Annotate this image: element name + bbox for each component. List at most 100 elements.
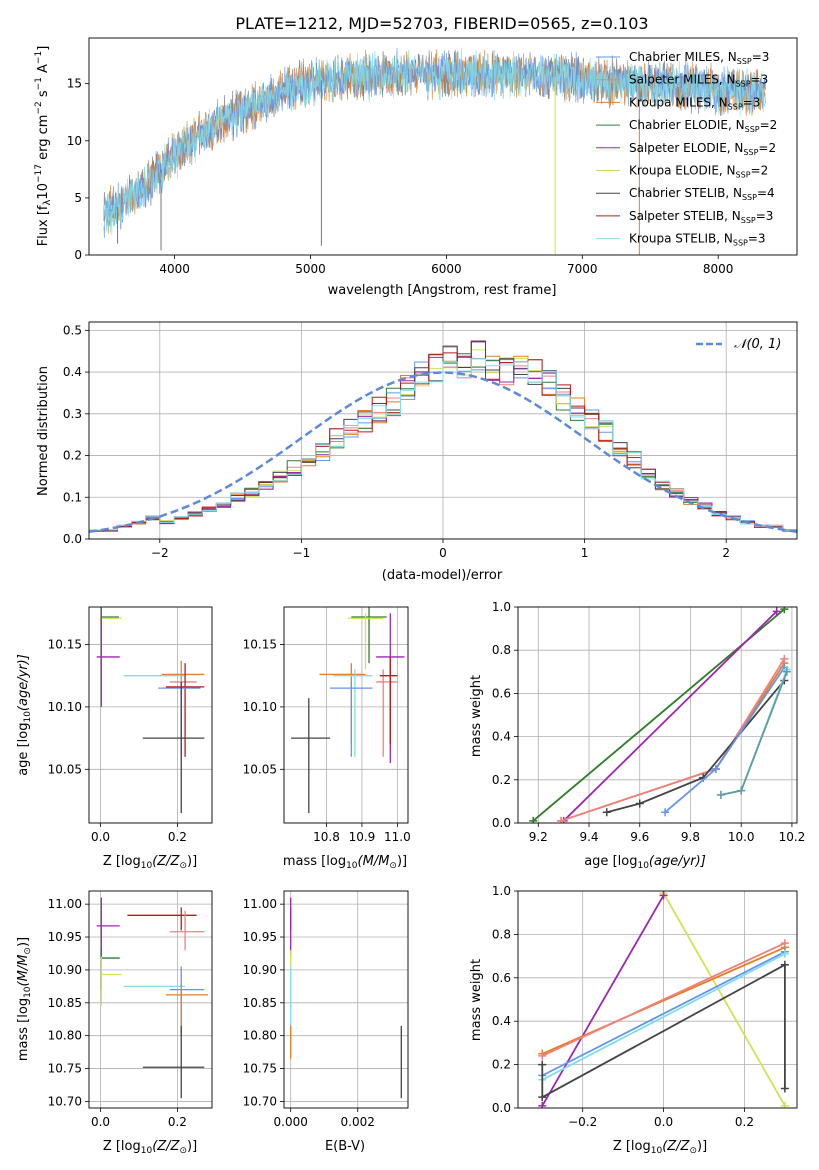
y-tick-label: 10.05 (48, 762, 82, 776)
weight-marker (538, 1101, 547, 1108)
mass-vs-EBV-frame (283, 890, 409, 1109)
mw-z-xlabel: Z [log10(Z/Z⊙)] (613, 1139, 707, 1156)
spectrum-ylabel: Flux [fλ10−17 erg cm−2 s−1 A−1] (34, 46, 53, 247)
histogram-plot-area: −2 −1 0 1 2 0.0 0.1 0.2 0.3 0.4 0.5 (63, 321, 798, 560)
spectrum-frame (88, 37, 798, 256)
weight-marker (659, 891, 668, 900)
y-tick-label: 0.4 (492, 1014, 511, 1028)
age-vs-mass-frame (283, 606, 409, 824)
age-vs-mass-panel: mass [log10(M/M⊙)] 10.8 10.9 11.0 10.05 10.1… (243, 606, 411, 871)
y-tick-label: 10.80 (48, 1029, 82, 1043)
y-tick-label: 11.00 (243, 897, 277, 911)
legend-label: Salpeter ELODIE, NSSP=2 (629, 141, 776, 157)
mw-z-ylabel: mass weight (469, 959, 484, 1041)
y-tick-label: 0.8 (492, 643, 511, 657)
y-tick-label: 0.8 (492, 927, 511, 941)
weight-line (560, 662, 786, 822)
mass-ebv-xlabel: E(B-V) (325, 1139, 365, 1154)
y-tick-label: 5 (74, 191, 82, 205)
y-tick-label: 10.75 (48, 1062, 82, 1076)
spectrum-line (103, 47, 766, 235)
x-tick-label: 10.0 (728, 830, 755, 844)
y-tick-label: 10.05 (243, 762, 277, 776)
x-tick-label: 5000 (295, 262, 326, 276)
x-tick-label: 0.000 (274, 1115, 308, 1129)
weight-marker (711, 765, 720, 773)
histogram-step (89, 358, 797, 532)
weight-line (662, 892, 786, 1107)
y-tick-label: 0.5 (63, 323, 82, 337)
mass-weight-vs-age-marks (529, 607, 791, 823)
x-tick-label: 6000 (431, 262, 462, 276)
y-tick-label: 10.90 (48, 963, 82, 977)
weight-line (541, 950, 786, 1077)
gaussian-curve (89, 371, 797, 533)
age-vs-mass-ticks: 10.8 10.9 11.0 10.05 10.10 10.15 (243, 607, 411, 844)
weight-marker (716, 790, 725, 799)
mass-z-ylabel: mass [log10(M/M⊙)] (16, 937, 33, 1061)
weight-marker (602, 808, 611, 817)
age-z-ylabel: age [log10(age/yr)] (16, 654, 33, 776)
mass-vs-EBV-ticks: 0.000 0.002 10.70 10.75 10.80 10.85 10.90 10.95… (243, 891, 408, 1129)
y-tick-label: 1.0 (492, 600, 511, 614)
y-tick-label: 10.90 (243, 963, 277, 977)
spectrum-ticks: 4000 5000 6000 7000 8000 0 5 10 15 (67, 77, 734, 276)
massweight-vs-z-panel: Z [log10(Z/Z⊙)] mass weight −0.2 0.0 0.2 0.… (469, 884, 798, 1156)
weight-marker (780, 607, 789, 614)
residual-histogram-frame (88, 321, 798, 540)
mass-vs-z-panel: Z [log10(Z/Z⊙)] mass [log10(M/M⊙)] 0.0 0.… (16, 890, 213, 1156)
mass-weight-vs-Z-marks (538, 891, 789, 1108)
age-vs-Z-marks (96, 607, 205, 814)
y-tick-label: 10.85 (48, 996, 82, 1010)
x-tick-label: 9.8 (681, 830, 700, 844)
age-vs-Z-frame (88, 606, 213, 824)
y-tick-label: 0.6 (492, 971, 511, 985)
y-tick-label: 0.2 (492, 1058, 511, 1072)
x-tick-label: −1 (293, 546, 311, 560)
mw-age-xlabel: age [log10(age/yr)] (584, 854, 706, 871)
y-tick-label: 0.1 (63, 490, 82, 504)
x-tick-label: 0.0 (91, 830, 110, 844)
y-tick-label: 10.70 (243, 1094, 277, 1108)
x-tick-label: 9.4 (579, 830, 598, 844)
mass-vs-Z-marks (96, 897, 209, 1099)
x-tick-label: 9.6 (630, 830, 649, 844)
x-tick-label: −2 (151, 546, 169, 560)
y-tick-label: 0.0 (492, 816, 511, 830)
weight-marker (538, 1093, 547, 1102)
y-tick-label: 10.15 (243, 637, 277, 651)
x-tick-label: −0.2 (568, 1115, 597, 1129)
mass-vs-Z-ticks: 0.0 0.2 10.70 10.75 10.80 10.85 10.90 10.95 11.0… (48, 891, 212, 1129)
x-tick-label: 1 (581, 546, 589, 560)
legend-label: Salpeter MILES, NSSP=3 (629, 73, 768, 89)
mass-weight-vs-age-frame (517, 606, 798, 824)
legend-label: Kroupa STELIB, NSSP=3 (629, 232, 766, 248)
mass-weight-vs-Z-ticks: −0.2 0.0 0.2 0.0 0.2 0.4 0.6 0.8 1.0 (492, 884, 797, 1129)
histogram-legend: 𝒩(0, 1) (696, 337, 781, 352)
mass-z-xlabel: Z [log10(Z/Z⊙)] (103, 1139, 197, 1156)
legend-label: Salpeter STELIB, NSSP=3 (629, 209, 773, 225)
spectrum-panel: wavelength [Angstrom, rest frame] Flux [… (34, 37, 798, 298)
y-tick-label: 0.3 (63, 407, 82, 421)
x-tick-label: 0.0 (654, 1115, 673, 1129)
gaussian-legend-label: 𝒩(0, 1) (734, 337, 781, 352)
weight-marker (557, 816, 566, 823)
x-tick-label: 0.2 (168, 830, 187, 844)
weight-line (541, 963, 786, 1099)
y-tick-label: 10.95 (243, 930, 277, 944)
weight-marker (737, 786, 746, 795)
mw-age-plot-area: 9.2 9.4 9.6 9.8 10.0 10.2 0.0 0.2 0.4 0.6 0.8 1.0 (492, 600, 805, 844)
mass-vs-ebv-panel: E(B-V) 0.000 0.002 10.70 10.75 10.80 10.85 10.… (243, 890, 409, 1154)
mass-weight-vs-Z-frame (517, 890, 798, 1109)
y-tick-label: 0.2 (63, 449, 82, 463)
x-tick-label: 0.2 (735, 1115, 754, 1129)
x-tick-label: 0.0 (91, 1115, 110, 1129)
age-z-xlabel: Z [log10(Z/Z⊙)] (103, 854, 197, 871)
x-tick-label: 11.0 (384, 830, 411, 844)
histogram-xlabel: (data-model)/error (382, 568, 503, 583)
weight-line (541, 894, 665, 1107)
y-tick-label: 15 (67, 77, 82, 91)
massweight-vs-age-panel: age [log10(age/yr)] mass weight 9.2 9.4 9.… (469, 600, 805, 871)
weight-marker (780, 1084, 789, 1093)
y-tick-label: 0.4 (492, 730, 511, 744)
